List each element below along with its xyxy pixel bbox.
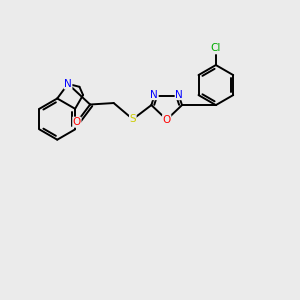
- Text: O: O: [163, 115, 171, 125]
- Text: N: N: [175, 90, 183, 100]
- Text: N: N: [150, 90, 158, 100]
- Text: Cl: Cl: [211, 43, 221, 53]
- Text: O: O: [73, 117, 81, 127]
- Text: N: N: [64, 79, 72, 89]
- Text: S: S: [130, 114, 136, 124]
